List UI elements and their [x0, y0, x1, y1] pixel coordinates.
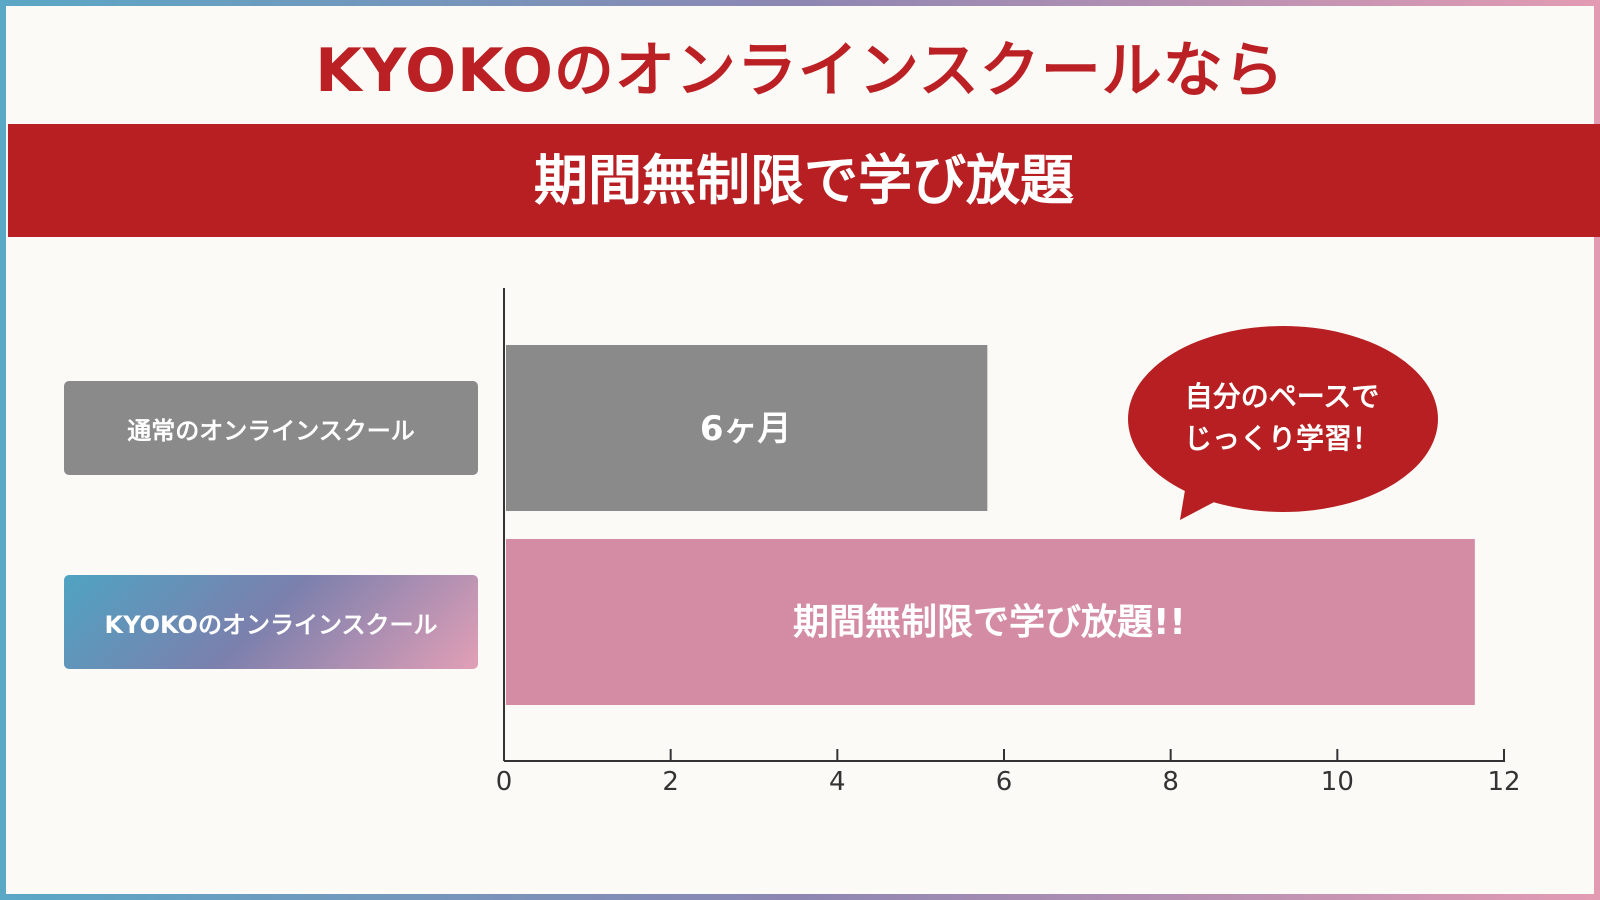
speech-bubble-tail [1180, 490, 1218, 520]
bar-1 [506, 539, 1475, 705]
x-tick-label-1: 2 [662, 767, 679, 797]
speech-bubble [1128, 326, 1438, 512]
bar-0 [506, 345, 988, 511]
bar-label-0: 6ヶ月 [700, 409, 792, 449]
x-tick-label-3: 6 [996, 767, 1013, 797]
category-label-normal-school: 通常のオンラインスクール [64, 381, 478, 475]
speech-bubble-line-2: じっくり学習！ [1183, 422, 1380, 455]
category-label-kyoko-school: KYOKOのオンラインスクール [64, 575, 478, 669]
banner-text: 期間無制限で学び放題 [534, 149, 1074, 212]
x-tick-label-4: 8 [1162, 767, 1179, 797]
x-tick-label-5: 10 [1321, 767, 1354, 797]
bar-label-1: 期間無制限で学び放題!! [793, 601, 1186, 643]
page-title: KYOKOのオンラインスクールなら [315, 36, 1285, 106]
x-tick-label-6: 12 [1487, 767, 1520, 797]
x-tick-label-0: 0 [496, 767, 513, 797]
headline-banner: 期間無制限で学び放題 [8, 124, 1600, 237]
x-tick-label-2: 4 [829, 767, 846, 797]
speech-bubble-line-1: 自分のペースで [1184, 380, 1380, 413]
speech-bubble-text: 自分のペースで じっくり学習！ [1132, 376, 1432, 460]
